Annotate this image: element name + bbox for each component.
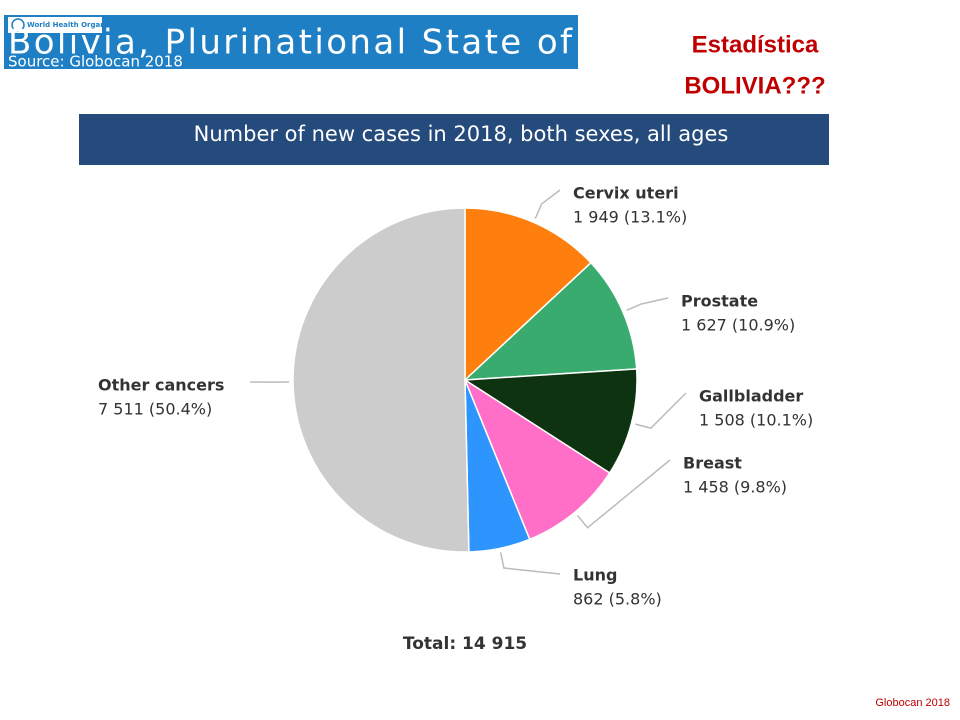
leader-line [635, 392, 687, 429]
chart-banner [79, 114, 829, 165]
side-title: Estadística [692, 31, 819, 58]
slice-name: Cervix uteri [573, 184, 679, 203]
footer: Globocan 2018 [875, 697, 950, 709]
pie-slice [463, 378, 611, 541]
total: Total: 14 915 [403, 634, 527, 654]
country-title: Bolivia, Plurinational State of [8, 23, 573, 63]
slice-value-label: 1 508 (10.1%) [699, 411, 813, 430]
pie-slice [462, 368, 638, 474]
logo-box [8, 17, 102, 33]
slice-value-label: 1 627 (10.9%) [681, 316, 795, 335]
slice-name: Gallbladder [699, 387, 803, 406]
chart-title: Number of new cases in 2018, both sexes,… [194, 122, 729, 146]
slice-value-label: 1 458 (9.8%) [683, 478, 787, 497]
logo-text: World Health Organization [27, 21, 132, 29]
pie-slice [464, 207, 592, 382]
slice-name: Lung [573, 566, 617, 585]
slice-value-label: 862 (5.8%) [573, 590, 662, 609]
slice-name: Prostate [681, 292, 758, 311]
leader-line [576, 459, 671, 529]
logo-icon [11, 18, 25, 32]
side-title: BOLIVIA??? [684, 72, 825, 99]
pie-slice [462, 261, 638, 381]
slice-name: Breast [683, 454, 742, 473]
slice-value-label: 7 511 (50.4%) [98, 400, 212, 419]
source: Source: Globocan 2018 [8, 53, 183, 71]
pie-slice [292, 207, 470, 553]
leader-line [534, 189, 561, 219]
leader-line [499, 552, 561, 575]
leader-line [626, 297, 669, 312]
slice-value-label: 1 949 (13.1%) [573, 208, 687, 227]
slice-name: Other cancers [98, 376, 224, 395]
